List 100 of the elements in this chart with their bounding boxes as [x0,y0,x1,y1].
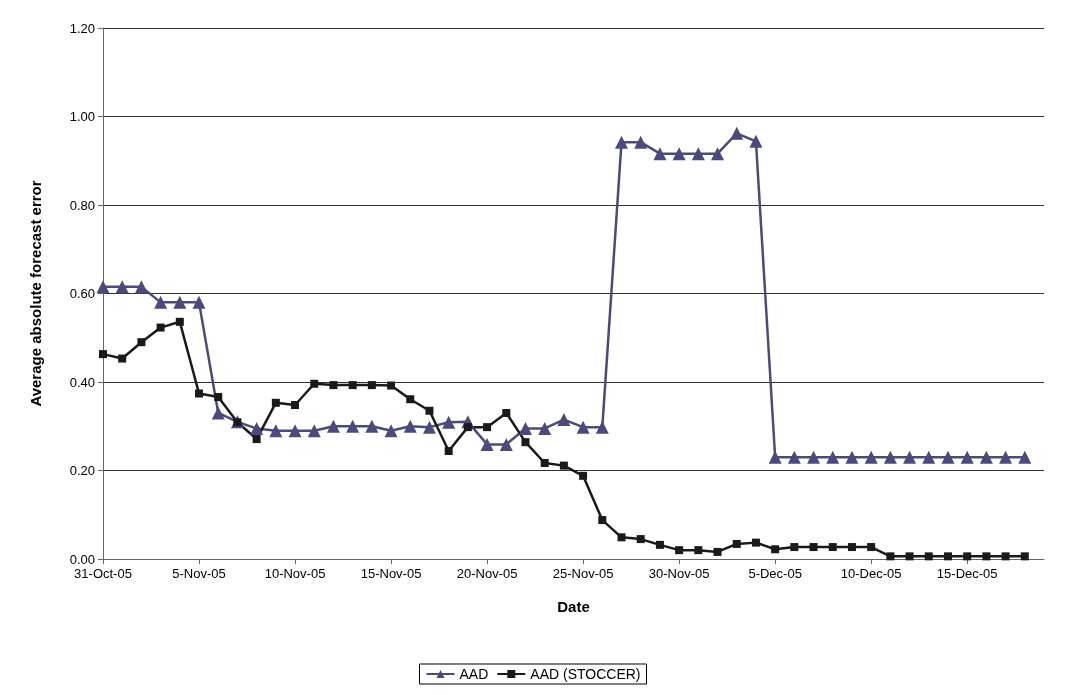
point [518,421,532,435]
point [691,147,705,161]
point [787,450,801,464]
legend-label: AAD [459,666,489,682]
point [999,450,1013,464]
point [963,552,972,561]
point [387,381,396,390]
point [771,545,780,554]
point [634,135,648,149]
point [538,421,552,435]
point [406,395,415,404]
point [672,147,686,161]
point [828,543,837,552]
y-tick-label: 1.00 [69,109,95,124]
point [809,543,818,552]
point [269,424,283,438]
point [749,134,763,148]
point [422,420,436,434]
y-tick-label: 0.60 [69,286,95,301]
x-tick-label: 5-Nov-05 [172,566,226,581]
point [943,552,952,561]
point [979,450,993,464]
point [499,437,513,451]
point [367,381,376,390]
x-axis-title: Date [557,598,590,615]
y-tick-label: 0.80 [69,197,95,213]
x-tick-label: 31-Oct-05 [74,566,132,581]
point [307,424,321,438]
point [442,415,456,429]
x-tick-label: 10-Nov-05 [264,566,326,581]
point [288,424,302,438]
x-tick-label: 5-Dec-05 [748,566,802,581]
point [99,350,107,359]
point [156,323,165,332]
y-axis-title: Average absolute forecast error [27,180,44,407]
point [768,450,782,464]
point [252,435,261,444]
point [134,280,148,294]
point [694,546,703,555]
point [348,381,357,390]
point [867,543,876,552]
point [922,450,936,464]
point [924,552,933,561]
point [326,419,340,433]
x-tick-label: 10-Dec-05 [840,566,902,581]
point [615,135,629,149]
point [154,295,168,309]
point [1020,552,1029,561]
point [886,552,895,561]
point [845,450,859,464]
point [1018,450,1032,464]
point [175,317,184,326]
point [730,126,744,140]
point [826,450,840,464]
point [883,450,897,464]
point [675,546,684,555]
point [480,437,494,451]
point [713,547,722,556]
point [463,423,472,432]
x-tick-label: 15-Nov-05 [360,566,422,581]
point [483,423,492,432]
point [751,538,760,547]
point [346,419,360,433]
point [384,424,398,438]
point [864,450,878,464]
point [807,450,821,464]
y-tick-label: 0.40 [69,374,95,390]
point [905,552,914,561]
point [941,450,955,464]
point [173,295,187,309]
y-tick-label: 1.20 [69,20,95,36]
x-tick-label: 20-Nov-05 [456,566,518,581]
point [557,413,571,427]
y-tick-label: 0.00 [69,551,95,567]
point [579,471,588,480]
point [115,280,129,294]
x-tick-label: 25-Nov-05 [552,566,614,581]
point [636,535,645,544]
point [192,295,206,309]
point [444,447,453,456]
point [617,533,626,542]
point [521,438,530,447]
x-tick-label: 30-Nov-05 [648,566,710,581]
point [653,147,667,161]
point [329,381,338,390]
point [732,539,741,548]
point [211,406,225,420]
point [1001,552,1010,561]
point [250,421,264,435]
point [540,458,549,467]
point [595,420,609,434]
point [790,543,799,552]
point [982,552,991,561]
point [711,147,725,161]
point [655,540,664,549]
point [903,450,917,464]
point [310,379,319,388]
point [118,354,127,363]
point [137,338,146,347]
point [96,280,110,294]
